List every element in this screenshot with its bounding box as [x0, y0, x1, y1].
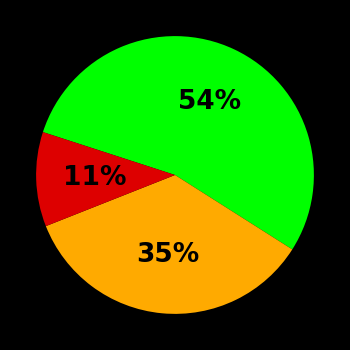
Text: 11%: 11% [63, 164, 126, 190]
Text: 35%: 35% [136, 242, 199, 268]
Wedge shape [43, 36, 314, 250]
Text: 54%: 54% [178, 89, 241, 115]
Wedge shape [36, 132, 175, 226]
Wedge shape [46, 175, 292, 314]
